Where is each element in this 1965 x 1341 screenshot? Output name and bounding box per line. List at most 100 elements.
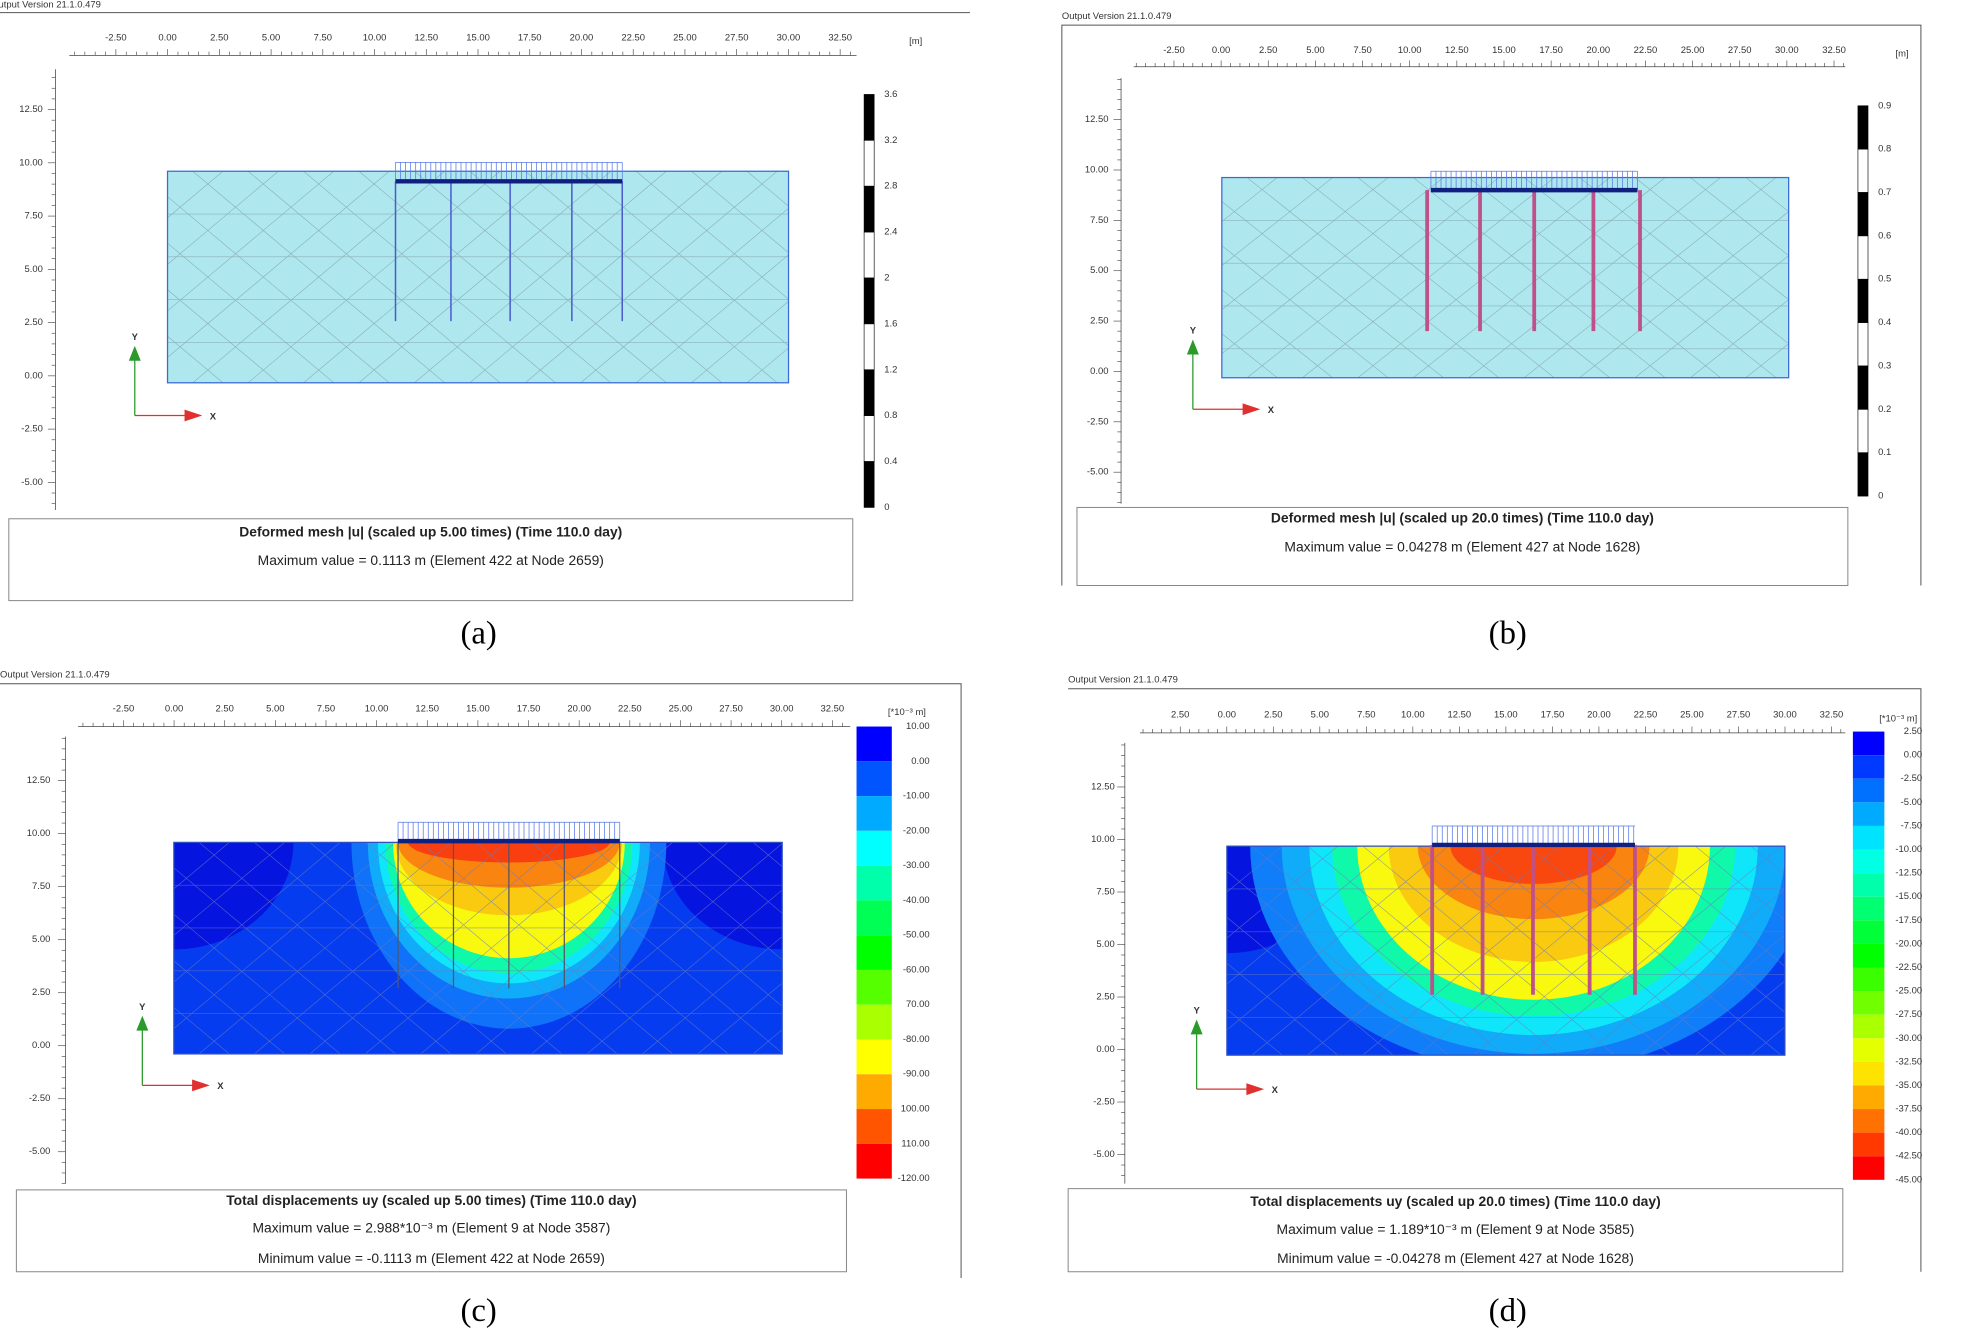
caption-title: Deformed mesh |u| (scaled up 5.00 times)… [239,523,622,539]
legend-label: 2 [884,272,889,283]
y-ruler-label: 7.50 [1090,215,1108,226]
x-unit: [m] [909,36,922,47]
frame [0,683,962,1279]
y-ruler-label: 2.50 [1096,991,1114,1002]
legend-label: -37.50 [1895,1104,1922,1115]
caption-line: Maximum value = 0.1113 m (Element 422 at… [258,552,604,568]
legend-cell [856,796,892,831]
legend-label: 3.6 [884,89,897,100]
caption-line: Maximum value = 2.988*10⁻³ m (Element 9 … [252,1220,610,1236]
legend-cell [1852,967,1885,992]
x-ruler-label: -2.50 [1163,45,1185,56]
x-ruler-label: 17.50 [1539,45,1563,56]
legend-cell [856,1074,892,1110]
caption-title: Total displacements uy (scaled up 20.0 t… [1250,1193,1660,1209]
x-ruler-label: 27.50 [719,703,743,714]
x-ruler-label: 25.00 [669,703,693,714]
y-ruler-label: 12.50 [1085,114,1109,125]
y-ruler-label: 2.50 [1090,316,1108,327]
legend-label: -25.00 [1895,986,1922,997]
legend-label: -42.50 [1895,1151,1922,1162]
legend-cell [1852,920,1885,944]
legend-cell [863,277,875,325]
legend-label: -40.00 [903,895,930,906]
x-ruler-label: 15.00 [1494,710,1518,721]
legend-label: 0.9 [1878,100,1891,111]
y-ruler-label: 7.50 [24,211,42,222]
y-ruler-label: 10.00 [19,157,43,168]
legend-cell [1852,802,1885,826]
caption-line: Minimum value = -0.04278 m (Element 427 … [1277,1250,1634,1266]
soil-group [167,171,789,383]
caption-box [1076,506,1849,587]
legend-cell [1852,1132,1885,1157]
legend-cell [1852,991,1885,1015]
x-ruler-label: 7.50 [314,32,332,43]
legend-cell [1852,1109,1885,1133]
contour [662,842,783,950]
soil-group [173,842,783,1054]
legend-cell [1852,849,1885,874]
x-ruler-label: 15.00 [466,703,490,714]
legend-label: -7.50 [1901,820,1923,831]
y-ruler-label: -2.50 [1087,416,1109,427]
x-ruler-label: 27.50 [1728,45,1752,56]
legend-cell [856,1039,892,1075]
legend-label: 0 [884,502,889,513]
caption-box [8,518,854,602]
x-ruler-label: 22.50 [1634,45,1658,56]
legend-cell [863,231,875,279]
legend-label: -30.00 [903,860,930,871]
y-ruler-label: 12.50 [1091,781,1115,792]
x-ruler-label: 12.50 [414,32,438,43]
legend-label: -32.50 [1895,1056,1922,1067]
axis-y-label: Y [1190,326,1197,337]
y-ruler-label: 7.50 [32,881,50,892]
y-ruler-label: -5.00 [1087,467,1109,478]
y-ruler-label: 2.50 [24,317,42,328]
legend-label: -15.00 [1895,891,1922,902]
y-ruler-label: 10.00 [1091,834,1115,845]
legend-cell [1857,365,1869,410]
axis-y-arrow [1190,1019,1203,1090]
axis-x-label: X [217,1081,224,1092]
axis-x-arrow [134,409,203,422]
legend-label: -27.50 [1895,1009,1922,1020]
legend-cell [1852,943,1885,968]
x-ruler-label: 17.50 [517,703,541,714]
legend-label: -50.00 [903,930,930,941]
x-ruler-label: 30.00 [1773,710,1797,721]
load [397,821,621,842]
load [1431,825,1635,845]
legend-cell [1852,731,1885,756]
legend-cell [1852,1014,1885,1039]
legend-cell [1852,1156,1885,1180]
legend-label: 0 [1878,491,1883,502]
caption-title: Deformed mesh |u| (scaled up 20.0 times)… [1271,509,1654,525]
legend-label: 0.4 [884,456,897,467]
legend-cell [863,461,875,508]
y-ruler-label: 12.50 [19,104,43,115]
legend-label: 0.3 [1878,360,1891,371]
axis-y-label: Y [139,1002,146,1013]
legend-cell [856,865,892,901]
load [1430,170,1638,191]
legend-label: -35.00 [1895,1080,1922,1091]
legend-label: 70.00 [906,999,930,1010]
y-ruler-label: 0.00 [24,370,42,381]
legend-cell [1852,896,1885,921]
legend-label: -30.00 [1895,1033,1922,1044]
legend-cell [856,900,892,936]
axis-y-arrow [1186,339,1199,410]
legend-cell [1857,235,1869,280]
legend-cell [856,1004,892,1040]
y-ruler-label: 5.00 [24,264,42,275]
x-ruler-label: 30.00 [770,703,794,714]
x-ruler-label: 22.50 [621,32,645,43]
legend-cell [863,94,875,141]
x-ruler-label: 17.50 [518,32,542,43]
x-ruler-label: 20.00 [570,32,594,43]
x-ruler-label: 25.00 [673,32,697,43]
x-ruler-label: -2.50 [113,703,135,714]
